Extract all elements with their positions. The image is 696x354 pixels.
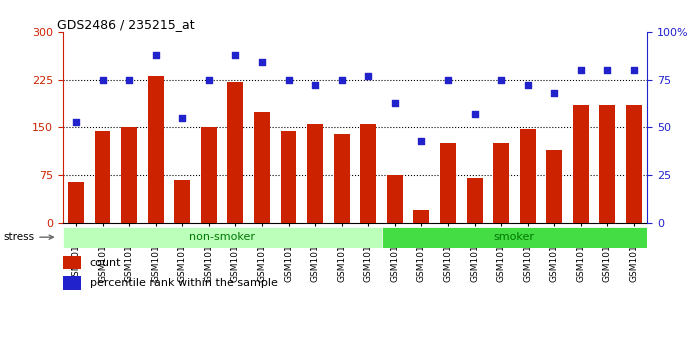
Bar — [228, 81, 244, 223]
Bar — [626, 105, 642, 223]
Point — [363, 73, 374, 79]
Bar — [280, 131, 296, 223]
Point — [576, 67, 587, 73]
Text: count: count — [90, 258, 121, 268]
Bar — [599, 105, 615, 223]
Bar — [307, 124, 323, 223]
Bar — [201, 127, 216, 223]
Bar — [148, 76, 164, 223]
Point — [548, 90, 560, 96]
Point — [123, 77, 134, 82]
Point — [97, 77, 108, 82]
Bar — [573, 105, 589, 223]
Point — [230, 52, 241, 58]
Bar — [520, 129, 536, 223]
Bar — [95, 131, 111, 223]
Point — [310, 82, 321, 88]
Bar — [387, 175, 403, 223]
Bar — [361, 124, 377, 223]
Point — [416, 138, 427, 144]
Bar — [546, 150, 562, 223]
Point — [443, 77, 454, 82]
Bar — [174, 180, 190, 223]
Bar — [68, 182, 84, 223]
Point — [389, 100, 400, 105]
Point — [283, 77, 294, 82]
Point — [522, 82, 533, 88]
Point — [177, 115, 188, 121]
Point — [70, 119, 81, 125]
Bar — [440, 143, 456, 223]
Bar — [254, 112, 270, 223]
Text: GDS2486 / 235215_at: GDS2486 / 235215_at — [57, 18, 194, 31]
Bar — [333, 134, 349, 223]
Point — [602, 67, 613, 73]
Text: stress: stress — [3, 232, 54, 242]
Bar — [63, 227, 381, 248]
Text: percentile rank within the sample: percentile rank within the sample — [90, 278, 278, 288]
Bar — [466, 178, 482, 223]
Text: non-smoker: non-smoker — [189, 232, 255, 242]
Point — [203, 77, 214, 82]
Point — [628, 67, 640, 73]
Point — [336, 77, 347, 82]
Bar — [121, 127, 137, 223]
Text: smoker: smoker — [494, 232, 535, 242]
Bar — [493, 143, 509, 223]
Point — [496, 77, 507, 82]
Point — [256, 59, 267, 65]
Bar — [63, 276, 81, 290]
Bar — [63, 256, 81, 269]
Bar — [413, 210, 429, 223]
Point — [150, 52, 161, 58]
Point — [469, 111, 480, 117]
Bar — [381, 227, 647, 248]
